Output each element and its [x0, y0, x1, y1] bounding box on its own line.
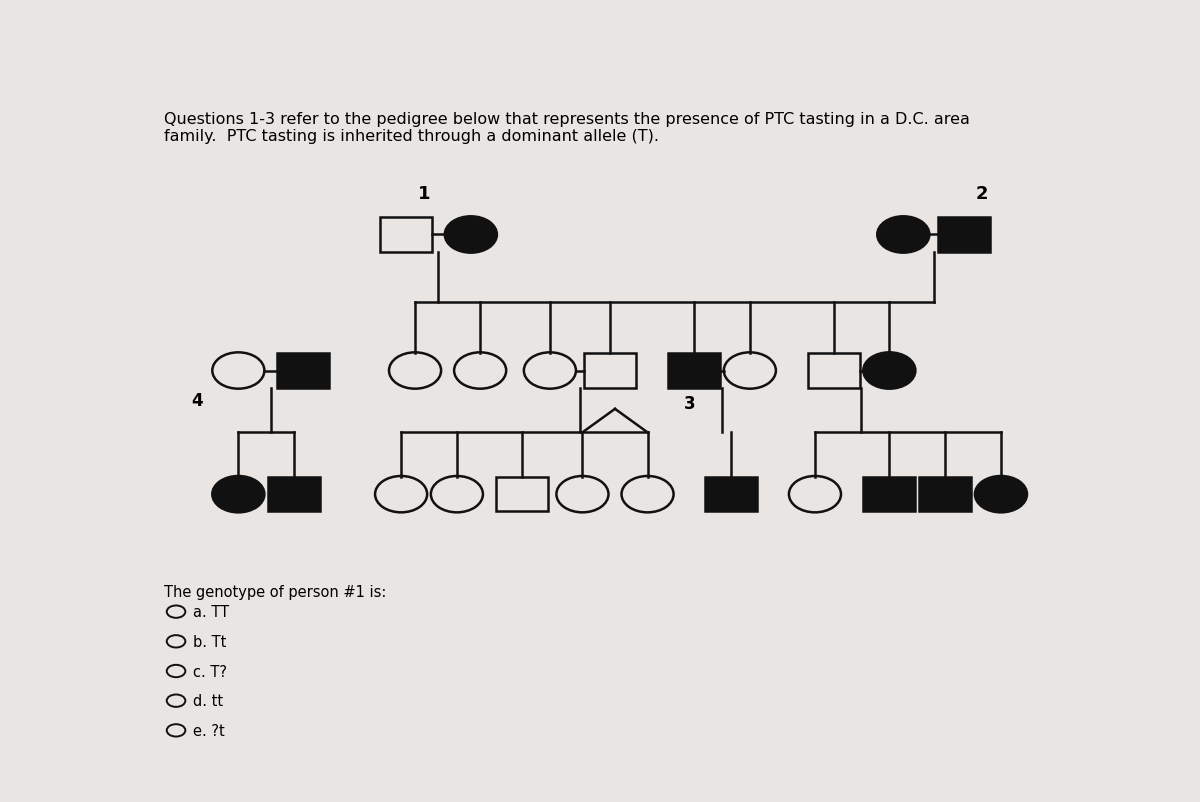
Ellipse shape: [557, 476, 608, 512]
Ellipse shape: [622, 476, 673, 512]
Ellipse shape: [212, 476, 264, 512]
Bar: [937, 218, 990, 253]
Ellipse shape: [389, 353, 442, 389]
Ellipse shape: [454, 353, 506, 389]
Bar: [268, 477, 320, 512]
Ellipse shape: [877, 217, 929, 253]
Text: a. TT: a. TT: [193, 605, 229, 619]
Bar: [668, 354, 720, 388]
Text: 2: 2: [976, 184, 989, 202]
Ellipse shape: [863, 353, 916, 389]
Text: 3: 3: [684, 395, 695, 412]
Bar: [919, 477, 971, 512]
Circle shape: [167, 665, 185, 678]
Bar: [863, 477, 916, 512]
Circle shape: [167, 606, 185, 618]
Bar: [584, 354, 636, 388]
Ellipse shape: [431, 476, 482, 512]
Text: e. ?t: e. ?t: [193, 723, 224, 738]
Ellipse shape: [445, 217, 497, 253]
Text: c. T?: c. T?: [193, 664, 227, 678]
Ellipse shape: [524, 353, 576, 389]
Bar: [277, 354, 330, 388]
Ellipse shape: [376, 476, 427, 512]
Circle shape: [167, 724, 185, 736]
Bar: [379, 218, 432, 253]
Text: 4: 4: [191, 391, 203, 409]
Bar: [706, 477, 757, 512]
Ellipse shape: [724, 353, 776, 389]
Text: The genotype of person #1 is:: The genotype of person #1 is:: [164, 584, 386, 599]
Bar: [808, 354, 859, 388]
Text: Questions 1-3 refer to the pedigree below that represents the presence of PTC ta: Questions 1-3 refer to the pedigree belo…: [164, 111, 970, 144]
Ellipse shape: [212, 353, 264, 389]
Bar: [496, 477, 548, 512]
Circle shape: [167, 635, 185, 648]
Ellipse shape: [788, 476, 841, 512]
Text: d. tt: d. tt: [193, 693, 223, 708]
Text: 1: 1: [418, 184, 431, 202]
Circle shape: [167, 695, 185, 707]
Ellipse shape: [974, 476, 1027, 512]
Text: b. Tt: b. Tt: [193, 634, 226, 649]
